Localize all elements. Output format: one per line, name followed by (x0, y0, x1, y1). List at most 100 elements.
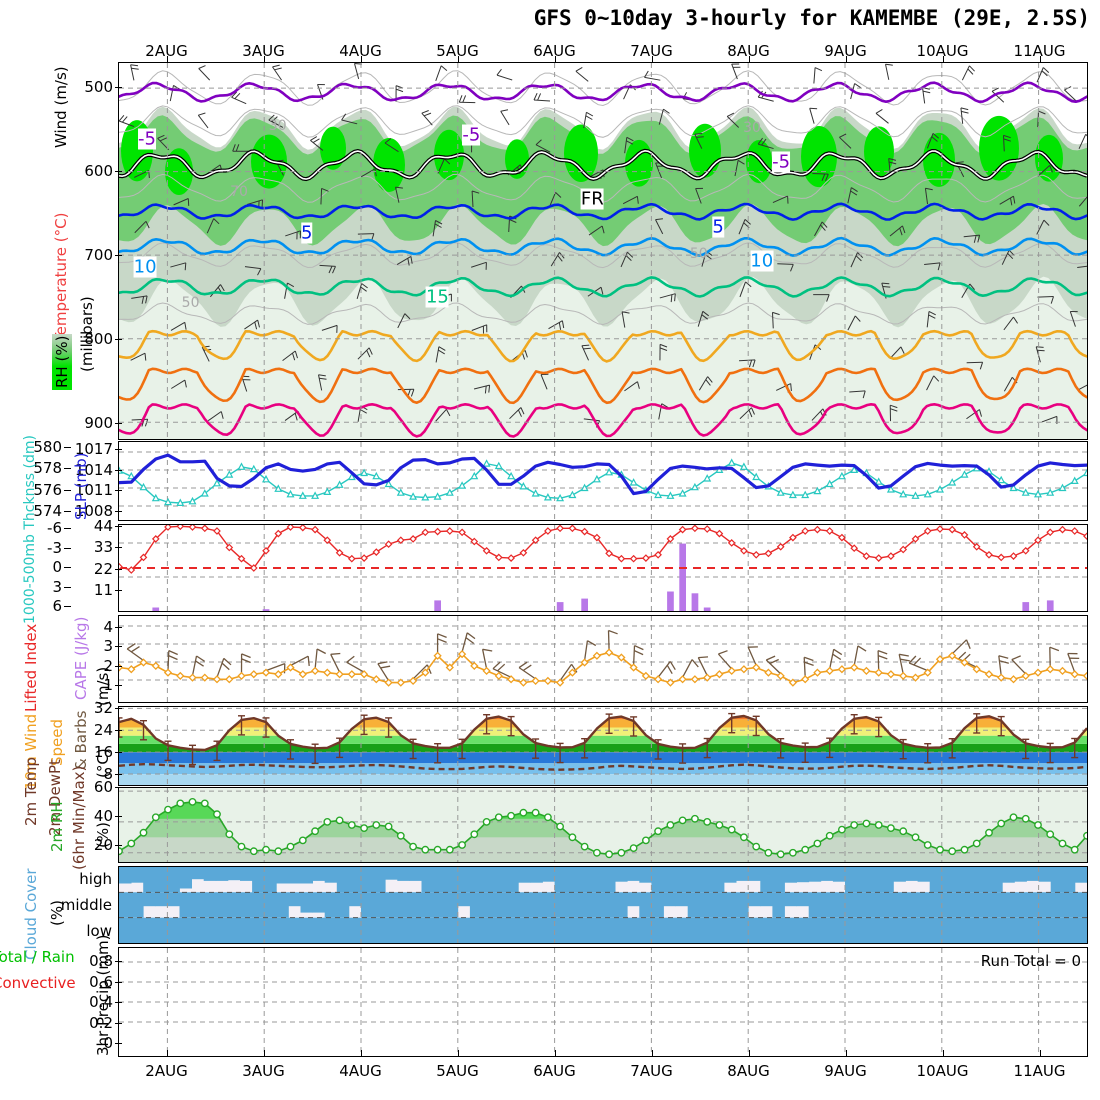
y-tick-mark (64, 586, 71, 588)
y-tick-mark (115, 1022, 122, 1024)
x-tick-mark (651, 1050, 653, 1057)
y-tick-mark (64, 547, 71, 549)
y-tick-slp-1017: 1017 (74, 440, 113, 458)
x-tick-mark (845, 1050, 847, 1057)
y-tick-mark (115, 816, 122, 817)
x-tick-mark (457, 56, 459, 63)
y-tick-mark (64, 528, 71, 529)
x-tick-bottom-3aug: 3AUG (242, 1062, 285, 1080)
y-tick-thickness-580: 580 (33, 438, 62, 456)
x-tick-bottom-10aug: 10AUG (916, 1062, 969, 1080)
x-tick-mark (166, 56, 168, 63)
label-degc: (°C) (94, 748, 112, 778)
label-convective: Convective (0, 974, 76, 992)
x-tick-bottom-7aug: 7AUG (630, 1062, 673, 1080)
y-tick-precip-0: 0 (103, 1034, 113, 1052)
x-tick-top-2aug: 2AUG (145, 42, 188, 60)
contour-label-50: 50 (689, 245, 708, 262)
y-tick-precip-0.2: 0.2 (89, 1013, 113, 1032)
y-tick-mark (115, 646, 122, 648)
x-tick-top-5aug: 5AUG (436, 42, 479, 60)
y-tick-thickness-578: 578 (33, 459, 62, 478)
y-tick-mb-500: 500 (84, 78, 113, 97)
x-tick-mark (748, 56, 750, 63)
y-tick-precip-0.6: 0.6 (89, 972, 113, 991)
y-tick-mark (115, 1043, 122, 1044)
y-tick-mark (115, 685, 122, 686)
label-millibars: (millibars) (78, 296, 96, 372)
y-tick-mark (64, 468, 71, 470)
x-tick-mark (1039, 1050, 1041, 1057)
x-tick-mark (360, 1050, 362, 1057)
x-tick-mark (554, 1050, 556, 1057)
x-tick-bottom-5aug: 5AUG (436, 1062, 479, 1080)
wind-speed-panel (118, 615, 1088, 703)
y-tick-wind-3: 3 (103, 637, 113, 656)
y-tick-mark (115, 490, 122, 492)
y-tick-li-6: 6 (52, 597, 62, 615)
y-tick-precip-0.4: 0.4 (89, 993, 113, 1011)
label-3hr-precip: 3hr Precip (mm) (94, 934, 112, 1056)
y-tick-mark (115, 627, 122, 628)
label-2m-rh: 2m RH (48, 801, 66, 852)
label-total-rain: Total / Rain (0, 948, 75, 966)
upper-profile-panel (118, 62, 1088, 440)
y-tick-thickness-574: 574 (33, 502, 62, 520)
x-tick-top-10aug: 10AUG (916, 42, 969, 60)
label-cloud-cover: Cloud Cover (22, 868, 40, 960)
contour-label-FR: FR (580, 188, 604, 210)
y-tick-mark (115, 730, 122, 731)
y-tick-temp-32: 32 (93, 699, 113, 717)
label-cloud-pct: (%) (48, 900, 66, 926)
label-2m-temp: 2m Temp (22, 757, 40, 826)
x-tick-top-8aug: 8AUG (727, 42, 770, 60)
y-tick-wind-2: 2 (103, 656, 113, 675)
y-tick-mark (115, 469, 122, 471)
x-tick-top-3aug: 3AUG (242, 42, 285, 60)
y-tick-mark (115, 568, 122, 570)
y-tick-mark (115, 708, 122, 709)
x-tick-mark (845, 56, 847, 63)
x-tick-mark (942, 1050, 944, 1057)
y-tick-wind-1: 1 (103, 676, 113, 694)
contour-label-50: 50 (181, 294, 200, 311)
page-title: GFS 0~10day 3-hourly for KAMEMBE (29E, 2… (533, 6, 1090, 30)
x-tick-top-4aug: 4AUG (339, 42, 382, 60)
x-tick-top-9aug: 9AUG (824, 42, 867, 60)
y-tick-mb-700: 700 (84, 246, 113, 265)
x-tick-mark (1039, 56, 1041, 63)
x-tick-mark (748, 1050, 750, 1057)
contour-label-30: 30 (743, 119, 761, 136)
run-total-label: Run Total = 0 (980, 952, 1081, 970)
cloud-row-label-high: high (79, 870, 112, 888)
y-tick-slp-1014: 1014 (74, 460, 113, 479)
y-tick-slp-1008: 1008 (74, 502, 113, 520)
contour-label-70: 70 (230, 183, 248, 200)
cloud-cover-panel (118, 866, 1088, 944)
y-tick-cape-33: 33 (93, 538, 113, 557)
y-tick-mark (64, 489, 71, 491)
y-tick-slp-1011: 1011 (74, 481, 113, 500)
y-tick-mark (115, 547, 122, 549)
cloud-row-label-middle: middle (60, 896, 112, 914)
label-rh-pct: (%) (94, 822, 112, 848)
x-tick-mark (263, 1050, 265, 1057)
y-tick-mark (115, 171, 122, 173)
y-tick-mark (115, 87, 122, 89)
contour-label-neg5: -5 (462, 124, 481, 146)
y-tick-mb-600: 600 (84, 162, 113, 181)
y-tick-li-0: 0 (52, 558, 62, 576)
y-tick-temp-16: 16 (93, 743, 113, 761)
x-tick-mark (554, 56, 556, 63)
x-tick-mark (651, 56, 653, 63)
y-tick-mb-800: 800 (84, 330, 113, 349)
contour-label-neg5: -5 (772, 151, 791, 173)
label-cape: CAPE (J/kg) (72, 616, 90, 700)
y-tick-mark (64, 447, 71, 448)
contour-label-10: 10 (750, 250, 774, 272)
y-tick-mark (115, 590, 122, 591)
y-tick-mark (115, 423, 122, 425)
contour-label-neg5: -5 (138, 128, 157, 150)
x-tick-mark (942, 56, 944, 63)
y-tick-mark (115, 981, 122, 983)
